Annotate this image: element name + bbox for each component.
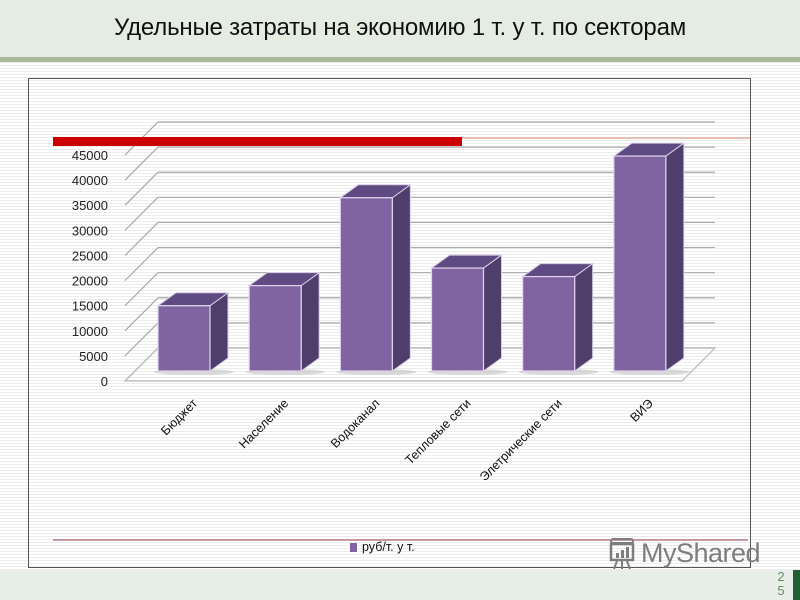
x-category-label: Элетрические сети <box>477 396 565 484</box>
x-category-label: Население <box>236 396 291 451</box>
legend-swatch <box>350 542 357 552</box>
y-tick-label: 35000 <box>72 198 108 213</box>
y-tick-label: 25000 <box>72 248 108 263</box>
gridline-side <box>124 322 159 357</box>
x-category-label: Тепловые сети <box>402 396 473 467</box>
y-tick-label: 5000 <box>79 349 108 364</box>
chart-frame <box>28 78 751 568</box>
gridline-side <box>124 196 159 231</box>
red-highlight-bar <box>53 137 462 146</box>
page-number: 2 5 <box>775 570 787 598</box>
x-category-label: Водоканал <box>328 396 383 451</box>
page-number-digit: 2 <box>777 569 785 584</box>
y-tick-label: 10000 <box>72 324 108 339</box>
slide-header <box>0 0 800 57</box>
y-tick-label: 40000 <box>72 173 108 188</box>
gridline-side <box>124 297 159 332</box>
y-tick-label: 15000 <box>72 299 108 314</box>
y-tick-label: 30000 <box>72 223 108 238</box>
bar <box>518 262 599 375</box>
watermark: MyShared <box>605 535 761 571</box>
page-number-digit: 5 <box>777 583 785 598</box>
bar <box>245 271 326 375</box>
gridline-side <box>124 171 159 206</box>
gridline-side <box>124 146 159 181</box>
x-axis-labels: Бюджет Население Водоканал Тепловые сети Эле… <box>158 396 656 484</box>
y-tick-label: 20000 <box>72 274 108 289</box>
bar <box>336 183 417 375</box>
page-title: Удельные затраты на экономию 1 т. у т. п… <box>113 14 687 41</box>
footer-accent-bar <box>793 570 800 600</box>
bar <box>154 291 234 375</box>
header-divider <box>0 57 800 62</box>
x-category-label: ВИЭ <box>627 396 656 425</box>
y-tick-label: 45000 <box>72 148 108 163</box>
chart-floor <box>123 347 717 382</box>
watermark-text: MyShared <box>641 537 761 568</box>
chart-legend: руб/т. у т. <box>350 540 415 554</box>
y-axis: 0 5000 10000 15000 20000 25000 30000 35000 40000… <box>72 148 108 389</box>
gridline-side <box>124 222 159 256</box>
gridline-side <box>124 247 159 281</box>
presentation-board-icon <box>609 538 635 570</box>
bars <box>154 142 690 375</box>
x-category-label: Бюджет <box>158 396 200 438</box>
bar <box>609 142 690 375</box>
legend-label: руб/т. у т. <box>362 540 415 554</box>
gridline-side <box>124 272 159 307</box>
y-tick-label: 0 <box>101 374 108 389</box>
slide-footer <box>0 570 800 600</box>
bar <box>427 254 508 375</box>
